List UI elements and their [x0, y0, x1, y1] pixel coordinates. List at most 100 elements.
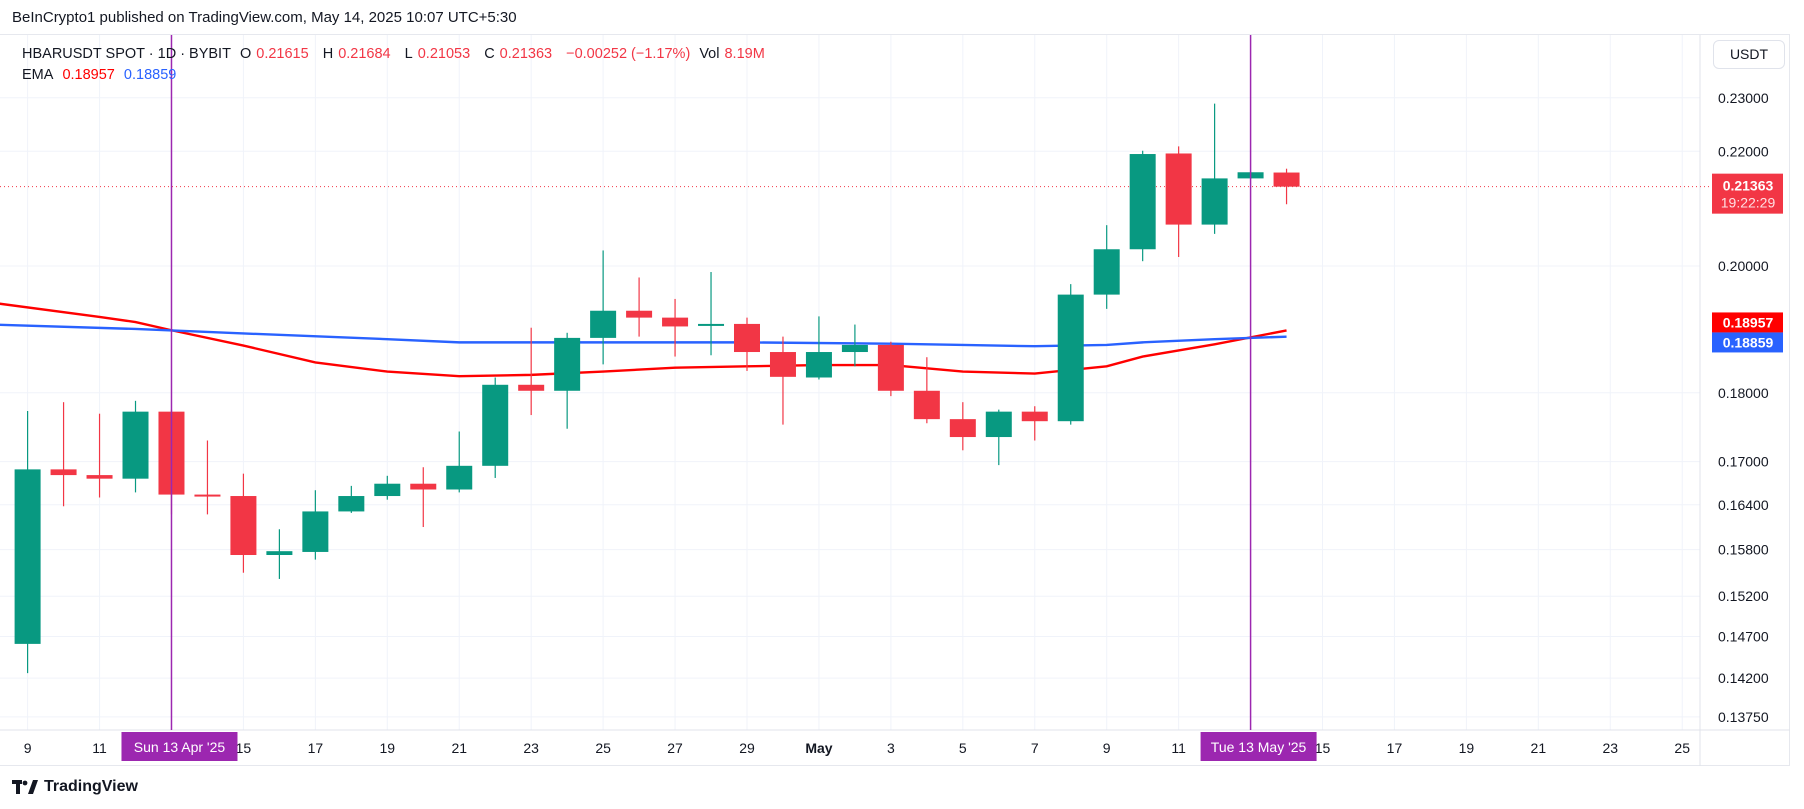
- candle: [122, 400, 149, 493]
- date-marker-badge: [1200, 732, 1317, 761]
- y-tick-label: 0.15800: [1718, 542, 1769, 558]
- close-value: 0.21363: [499, 46, 553, 62]
- candle-body: [1165, 153, 1192, 225]
- candle-body: [877, 344, 904, 391]
- candle: [1201, 103, 1228, 234]
- x-tick-label: 5: [959, 740, 967, 756]
- candle-body: [122, 411, 149, 479]
- x-tick-label: 17: [308, 740, 324, 756]
- x-tick-label: 9: [24, 740, 32, 756]
- low-label: L: [404, 46, 413, 62]
- countdown-label: 19:22:29: [1721, 195, 1776, 211]
- chart-legend: HBARUSDT SPOT · 1D · BYBIT O 0.21615 H 0.2…: [22, 44, 775, 86]
- candle-body: [50, 469, 77, 476]
- x-tick-label: 15: [1315, 740, 1331, 756]
- y-tick-label: 0.14700: [1718, 628, 1769, 644]
- candle-body: [302, 511, 329, 552]
- ema-value-2: 0.18859: [123, 67, 177, 83]
- candle: [698, 272, 725, 356]
- x-tick-label: May: [805, 740, 832, 756]
- candle-body: [482, 384, 509, 466]
- candle: [985, 409, 1012, 466]
- candle-body: [410, 483, 437, 490]
- ema-label[interactable]: EMA: [22, 67, 54, 83]
- candle: [1021, 406, 1048, 441]
- candle: [14, 410, 41, 674]
- candle-body: [1093, 249, 1120, 295]
- candle: [734, 317, 760, 371]
- y-tick-label: 0.17000: [1718, 454, 1769, 470]
- candle: [1129, 150, 1156, 262]
- x-tick-label: 9: [1103, 740, 1111, 756]
- y-tick-label: 0.18000: [1718, 385, 1769, 401]
- candle-body: [769, 352, 796, 377]
- candle-body: [554, 337, 581, 391]
- tradingview-logo-icon: [12, 780, 38, 794]
- candle: [50, 402, 77, 507]
- last-price-tag-value: 0.21363: [1723, 178, 1774, 194]
- candle-body: [1201, 178, 1228, 225]
- candle-body: [266, 551, 293, 556]
- x-tick-label: 15: [236, 740, 252, 756]
- ema-price-tag: [1712, 312, 1783, 333]
- x-tick-label: 19: [1459, 740, 1475, 756]
- publisher-caption: BeInCrypto1 published on TradingView.com…: [12, 9, 517, 26]
- candle-body: [14, 469, 41, 644]
- candle: [1057, 284, 1084, 425]
- candle-body: [1057, 294, 1084, 422]
- ema-price-tag: [1712, 332, 1783, 353]
- x-tick-label: 19: [380, 740, 396, 756]
- x-tick-label: 25: [595, 740, 611, 756]
- y-tick-label: 0.22000: [1718, 143, 1769, 159]
- candle: [626, 277, 653, 337]
- candle: [482, 377, 509, 478]
- tradingview-brand[interactable]: TradingView: [12, 778, 138, 796]
- candle: [230, 473, 257, 573]
- candle: [338, 485, 365, 513]
- candle: [841, 324, 868, 367]
- candle-body: [446, 465, 473, 490]
- x-tick-label: 25: [1674, 740, 1690, 756]
- date-marker-badge: [121, 732, 238, 761]
- candle-body: [734, 323, 760, 353]
- ema-price-tag-value: 0.18859: [1723, 334, 1774, 350]
- candle-body: [1273, 172, 1300, 187]
- candle: [913, 357, 940, 424]
- y-tick-label: 0.13750: [1718, 709, 1769, 725]
- candle: [302, 490, 329, 560]
- candle-body: [1129, 154, 1156, 250]
- candle: [374, 475, 401, 500]
- candle-body: [374, 483, 401, 497]
- currency-button[interactable]: USDT: [1713, 40, 1785, 69]
- open-label: O: [239, 46, 252, 62]
- ema-line-1: [0, 302, 1287, 378]
- brand-name: TradingView: [44, 778, 138, 795]
- candle-body: [230, 496, 257, 556]
- candle-body: [985, 411, 1012, 438]
- candle-body: [194, 494, 221, 497]
- chart-frame: [0, 34, 1790, 766]
- candle: [949, 402, 976, 451]
- high-value: 0.21684: [338, 46, 391, 62]
- candle: [769, 336, 796, 425]
- y-tick-label: 0.20000: [1718, 258, 1769, 274]
- candle: [1273, 168, 1300, 205]
- volume-label: Vol: [699, 46, 720, 62]
- x-tick-label: 7: [1031, 740, 1039, 756]
- symbol-label[interactable]: HBARUSDT SPOT · 1D · BYBIT: [22, 46, 231, 62]
- candle: [590, 250, 617, 365]
- x-tick-label: 23: [1602, 740, 1618, 756]
- date-marker-label: Sun 13 Apr '25: [134, 739, 226, 755]
- open-value: 0.21615: [256, 46, 309, 62]
- y-tick-label: 0.14200: [1718, 670, 1769, 686]
- x-tick-label: 3: [887, 740, 895, 756]
- ema-value-1: 0.18957: [62, 67, 115, 83]
- candle: [1165, 146, 1192, 257]
- x-tick-label: 17: [1387, 740, 1403, 756]
- date-marker-label: Tue 13 May '25: [1211, 739, 1307, 755]
- candle: [194, 440, 221, 515]
- candle: [446, 431, 473, 493]
- candle: [518, 327, 545, 416]
- candle-body: [698, 323, 725, 326]
